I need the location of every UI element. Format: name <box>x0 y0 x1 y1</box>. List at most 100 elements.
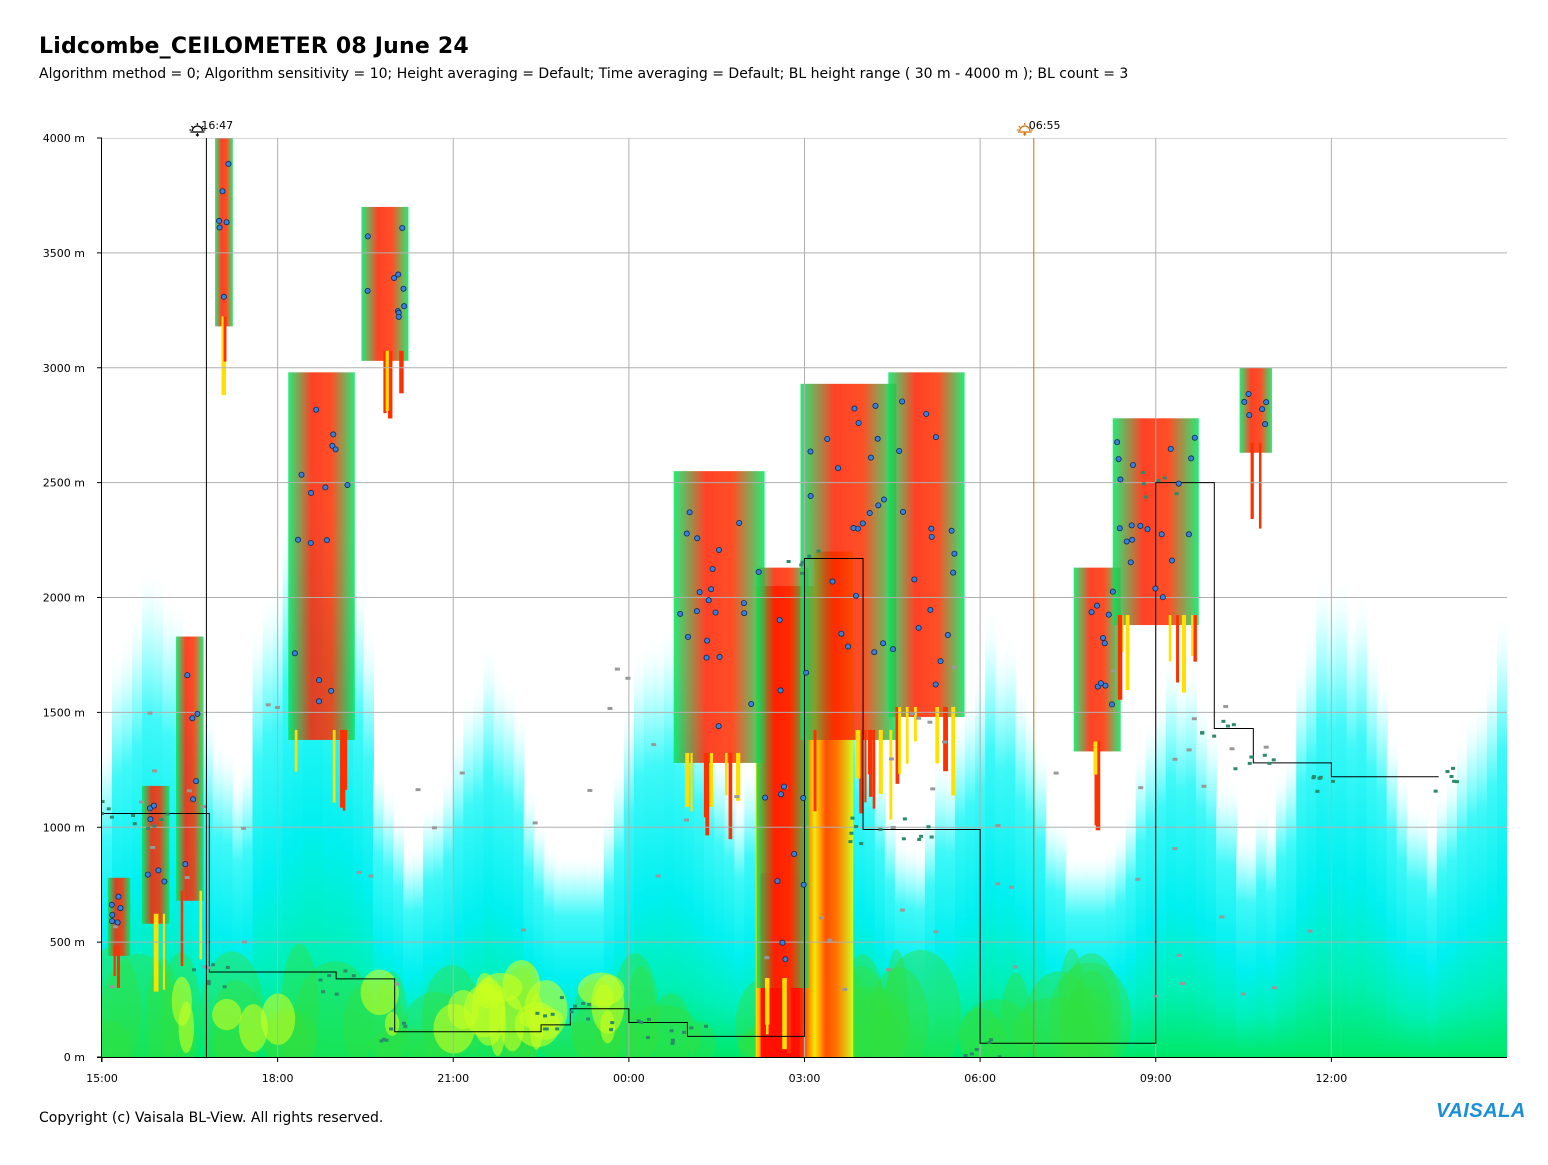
copyright-text: Copyright (c) Vaisala BL-View. All right… <box>39 1110 384 1126</box>
bl-marker <box>1233 767 1238 771</box>
cloud-base-marker <box>1127 559 1134 566</box>
aerosol-strip <box>1336 226 1348 1057</box>
bl-marker <box>1311 776 1316 780</box>
fall-streak <box>1258 442 1262 529</box>
ground-layer-patch <box>102 946 141 1057</box>
aerosol-strip <box>1215 576 1227 1057</box>
cloud-base-marker <box>401 303 408 310</box>
aerosol-strip <box>543 688 555 1057</box>
bl-marker <box>609 1028 614 1032</box>
cloud-base-marker <box>800 795 807 802</box>
fall-streak <box>709 752 713 807</box>
bl-marker <box>321 990 326 994</box>
residual-layer-marker <box>274 705 280 709</box>
bl-marker <box>132 822 137 826</box>
y-tick-label: 2000 m <box>43 592 85 605</box>
plot-area <box>88 138 1507 1057</box>
bl-marker <box>1433 789 1438 793</box>
residual-layer-marker <box>1135 877 1141 881</box>
ground-layer-patch <box>986 1016 1006 1057</box>
fall-streak <box>855 729 861 779</box>
aerosol-strip <box>894 677 906 1057</box>
residual-layer-marker <box>916 716 922 720</box>
aerosol-strip <box>914 694 926 1057</box>
bl-marker <box>636 1019 641 1023</box>
bl-marker <box>850 816 855 820</box>
fall-streak <box>1125 615 1130 691</box>
cloud-base-marker <box>782 956 789 963</box>
residual-layer-marker <box>242 940 248 944</box>
cloud-base-marker <box>859 520 866 527</box>
aerosol-strip <box>1125 615 1137 1057</box>
cloud-base-marker <box>220 293 227 300</box>
ground-layer-patch <box>1000 972 1031 1057</box>
cloud-base-marker <box>951 550 958 557</box>
residual-layer-marker <box>139 800 145 804</box>
bl-marker <box>165 812 170 816</box>
y-tick-label: 2500 m <box>43 477 85 490</box>
cloud-base-marker <box>1185 531 1192 538</box>
cloud-base-marker <box>705 597 712 604</box>
cloud-base-marker <box>399 224 406 231</box>
bl-marker <box>146 826 151 830</box>
cloud-base-marker <box>866 510 873 517</box>
fall-streak <box>162 913 166 990</box>
chart-subtitle: Algorithm method = 0; Algorithm sensitiv… <box>39 66 1129 82</box>
residual-layer-marker <box>995 824 1001 828</box>
fall-streak <box>1168 615 1172 662</box>
cloud-backscatter <box>888 372 965 717</box>
bl-marker <box>559 996 564 1000</box>
cloud-base-marker <box>291 650 298 657</box>
ground-layer-patch <box>360 969 399 1016</box>
bl-marker <box>334 992 339 996</box>
aerosol-strip <box>563 705 575 1057</box>
residual-layer-marker <box>1223 705 1229 709</box>
aerosol-strip <box>1496 289 1507 1057</box>
bl-marker <box>88 803 92 806</box>
cloud-base-marker <box>824 435 831 442</box>
cloud-base-marker <box>114 919 121 926</box>
aerosol-strip <box>1005 328 1017 1057</box>
bl-marker <box>1162 476 1167 480</box>
aerosol-strip <box>1256 623 1268 1057</box>
cloud-backscatter <box>107 877 131 956</box>
aerosol-strip <box>643 332 655 1057</box>
residual-layer-marker <box>1179 981 1185 985</box>
cloud-base-marker <box>736 519 743 526</box>
aerosol-strip <box>1175 390 1187 1057</box>
aerosol-strip <box>1486 381 1498 1057</box>
aerosol-strip <box>945 546 957 1057</box>
cloud-base-marker <box>298 471 305 478</box>
cloud-base-marker <box>216 224 223 231</box>
residual-layer-marker <box>607 706 613 710</box>
aerosol-strip <box>403 693 415 1057</box>
bl-marker <box>800 560 805 564</box>
residual-layer-marker <box>1172 757 1178 761</box>
sun-arrow <box>1022 132 1027 136</box>
cloud-base-marker <box>890 646 897 653</box>
cloud-base-marker <box>1168 557 1175 564</box>
aerosol-strip <box>1426 668 1438 1057</box>
cloud-base-marker <box>776 616 783 623</box>
fall-streak <box>935 706 940 764</box>
cloud-base-marker <box>915 624 922 631</box>
cloud-base-marker <box>219 188 226 195</box>
residual-layer-marker <box>1110 669 1116 673</box>
cloud-base-marker <box>741 610 748 617</box>
cloud-base-marker <box>855 419 862 426</box>
cloud-base-marker <box>880 640 887 647</box>
cloud-base-marker <box>109 918 116 925</box>
bl-marker <box>222 985 227 989</box>
cloud-base-marker <box>1158 531 1165 538</box>
sun-ray <box>201 125 204 128</box>
cloud-backscatter <box>800 383 897 740</box>
cloud-base-marker <box>755 569 762 576</box>
sunset-icon <box>189 123 206 137</box>
aerosol-strip <box>222 520 234 1057</box>
cloud-base-marker <box>928 533 935 540</box>
bl-marker <box>1143 495 1148 499</box>
bl-marker <box>573 1004 578 1008</box>
bl-marker <box>1200 731 1205 735</box>
aerosol-strip <box>1205 481 1217 1057</box>
cloud-base-marker <box>932 434 939 441</box>
